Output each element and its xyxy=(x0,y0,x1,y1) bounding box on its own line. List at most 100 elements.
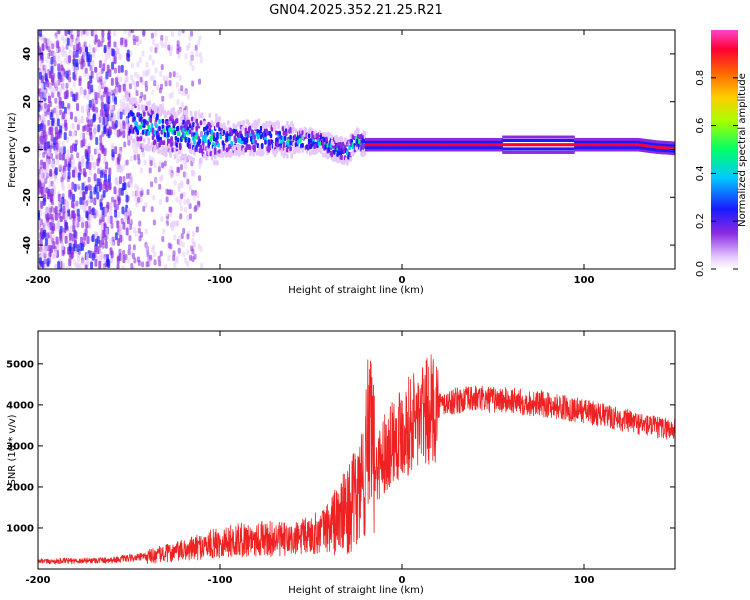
spectrogram-cell xyxy=(570,143,573,147)
spectrogram-cell xyxy=(413,146,415,150)
spectrogram-cell xyxy=(520,147,523,151)
spectrogram-cell xyxy=(452,140,454,144)
colorbar-ticks: 0.00.20.40.60.8 xyxy=(695,70,738,277)
spectrogram-cell xyxy=(544,147,546,151)
spectrogram-cell xyxy=(186,119,190,125)
spectrogram-cell xyxy=(145,244,149,251)
spectrogram-cell xyxy=(191,189,195,196)
spectrogram-cell xyxy=(654,148,656,152)
spectrogram-cell xyxy=(581,140,583,144)
spectrogram-cell xyxy=(56,91,60,98)
spectrogram-cell xyxy=(610,137,613,141)
spectrogram-cell xyxy=(95,147,99,154)
spectrogram-cell xyxy=(617,140,620,144)
spectrogram-cell xyxy=(539,135,542,139)
spectrogram-cell xyxy=(570,135,573,139)
spectrogram-cell xyxy=(506,143,509,147)
spectrogram-cell xyxy=(625,140,627,144)
spectrogram-cell xyxy=(366,137,369,141)
spectrogram-cell xyxy=(99,181,103,190)
spectrogram-cell xyxy=(146,146,149,152)
spectrogram-cell xyxy=(169,116,172,122)
spectrogram-cell xyxy=(489,143,492,147)
spectrogram-cell xyxy=(620,148,623,152)
spectrogram-cell xyxy=(403,143,405,147)
spectrogram-cell xyxy=(626,146,629,150)
spectrogram-cell xyxy=(517,150,520,154)
spectrogram-cell xyxy=(615,146,618,150)
spectrogram-cell xyxy=(376,137,379,141)
snr-y-label: SNR (10 * v/v) xyxy=(7,414,18,485)
spectrogram-cell xyxy=(55,126,59,135)
spectrogram-cell xyxy=(379,143,381,147)
spectrogram-cell xyxy=(664,143,666,147)
spectrogram-cell xyxy=(655,150,657,154)
spectrogram-cell xyxy=(232,128,236,134)
spectrogram-cell xyxy=(186,178,190,185)
spectrogram-cell xyxy=(657,150,660,154)
spectrogram-cell xyxy=(43,37,47,44)
spectrogram-cell xyxy=(663,151,665,155)
spectrogram-cell xyxy=(340,159,344,165)
spectrogram-cell xyxy=(529,143,532,147)
spectrogram-cell xyxy=(188,129,192,135)
spectrogram-cell xyxy=(241,136,244,142)
spectrogram-cell xyxy=(548,135,551,139)
spectrogram-cell xyxy=(104,173,108,182)
spectrogram-cell xyxy=(167,44,171,51)
spectrogram-cell xyxy=(659,151,662,155)
spectrogram-cell xyxy=(670,141,673,145)
spectrogram-cell xyxy=(483,148,485,152)
spectrogram-cell xyxy=(127,249,131,256)
spectrogram-cell xyxy=(654,142,656,146)
spectrogram-cell xyxy=(366,146,369,150)
spectrogram-cell xyxy=(558,150,561,154)
spectrogram-cell xyxy=(435,146,438,150)
spectrogram-cell xyxy=(382,143,384,147)
spectrogram-cell xyxy=(636,140,639,144)
spectrogram-cell xyxy=(634,146,636,150)
spectrogram-cell xyxy=(433,143,435,147)
spectrogram-cell xyxy=(105,71,109,80)
spectrogram-cell xyxy=(508,139,511,143)
spectrogram-cell xyxy=(124,211,128,220)
spectrogram-cell xyxy=(572,150,574,154)
spectrogram-cell xyxy=(423,140,425,144)
spectrogram-cell xyxy=(616,137,619,141)
spectrogram-cell xyxy=(665,143,667,147)
spectrogram-cell xyxy=(49,213,53,220)
spectrogram-cell xyxy=(180,182,184,189)
spectrogram-cell xyxy=(85,252,89,261)
spectrogram-cell xyxy=(179,108,182,114)
spectrogram-cell xyxy=(664,140,666,144)
spectrogram-cell xyxy=(423,140,426,144)
spectrogram-cell xyxy=(658,142,661,146)
spectrogram-cell xyxy=(394,140,397,144)
spectrogram-cell xyxy=(515,150,518,154)
spectrogram-cell xyxy=(555,135,558,139)
spectrogram-cell xyxy=(416,140,419,144)
spectrogram-cell xyxy=(641,146,644,150)
spectrogram-cell xyxy=(293,134,297,140)
spectrogram-cell xyxy=(666,151,668,155)
spectrogram-cell xyxy=(367,140,370,144)
spectrogram-cell xyxy=(374,148,377,152)
spectrogram-cell xyxy=(504,147,506,151)
spectrogram-cell xyxy=(152,102,156,108)
spectrogram-cell xyxy=(94,45,98,52)
spectrogram-cell xyxy=(625,137,627,141)
spectrogram-cell xyxy=(536,135,539,139)
spectrogram-cell xyxy=(568,139,571,143)
spectrogram-cell xyxy=(478,140,481,144)
spectrogram-cell xyxy=(425,148,428,152)
spectrogram-cell xyxy=(619,140,622,144)
spectrogram-cell xyxy=(476,143,479,147)
spectrogram-cell xyxy=(379,146,381,150)
spectrogram-cell xyxy=(500,146,502,150)
spectrogram-cell xyxy=(669,141,672,145)
spectrogram-cell xyxy=(42,182,46,189)
spectrogram-cell xyxy=(554,135,556,139)
spectrogram-cell xyxy=(401,146,403,150)
spectrogram-cell xyxy=(113,186,117,195)
spectrogram-cell xyxy=(60,176,64,183)
